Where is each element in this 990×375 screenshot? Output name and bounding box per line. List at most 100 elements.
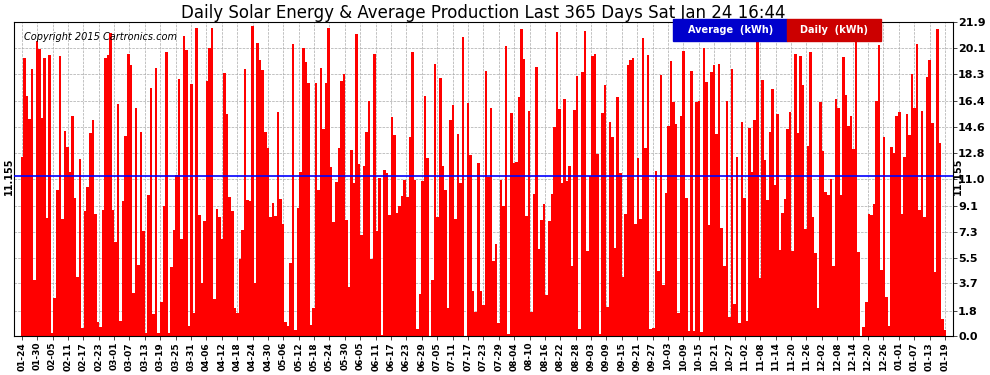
- Bar: [617, 98, 619, 336]
- Bar: [649, 329, 652, 336]
- Bar: [745, 321, 748, 336]
- Bar: [300, 172, 302, 336]
- Bar: [261, 70, 264, 336]
- Bar: [596, 154, 599, 336]
- Bar: [297, 209, 300, 336]
- Bar: [698, 101, 700, 336]
- Bar: [758, 278, 761, 336]
- Bar: [102, 210, 104, 336]
- Bar: [328, 28, 330, 336]
- Bar: [41, 118, 44, 336]
- Bar: [363, 166, 365, 336]
- Bar: [533, 194, 536, 336]
- Bar: [571, 266, 573, 336]
- Bar: [644, 148, 646, 336]
- Bar: [373, 54, 375, 336]
- Bar: [289, 263, 292, 336]
- Bar: [44, 58, 46, 336]
- Bar: [424, 96, 427, 336]
- Title: Daily Solar Energy & Average Production Last 365 Days Sat Jan 24 16:44: Daily Solar Energy & Average Production …: [181, 4, 786, 22]
- Bar: [495, 244, 497, 336]
- Bar: [586, 251, 589, 336]
- Bar: [510, 113, 513, 336]
- Bar: [143, 231, 145, 336]
- Bar: [716, 134, 718, 336]
- Bar: [320, 68, 323, 336]
- Bar: [305, 62, 307, 336]
- Bar: [259, 60, 261, 336]
- Bar: [28, 118, 31, 336]
- Bar: [673, 19, 787, 41]
- Bar: [642, 38, 644, 336]
- Bar: [852, 150, 855, 336]
- Bar: [505, 46, 508, 336]
- Bar: [807, 146, 809, 336]
- Bar: [271, 203, 274, 336]
- Bar: [703, 48, 705, 336]
- Bar: [117, 104, 120, 336]
- Bar: [132, 293, 135, 336]
- Bar: [901, 214, 903, 336]
- Bar: [99, 327, 102, 336]
- Bar: [383, 170, 386, 336]
- Bar: [63, 131, 66, 336]
- Bar: [213, 298, 216, 336]
- Bar: [365, 132, 368, 336]
- Bar: [627, 66, 630, 336]
- Bar: [396, 213, 398, 336]
- Bar: [550, 194, 553, 336]
- Bar: [172, 230, 175, 336]
- Bar: [23, 58, 26, 336]
- Bar: [208, 48, 211, 336]
- Bar: [219, 217, 221, 336]
- Bar: [911, 74, 913, 336]
- Bar: [175, 175, 178, 336]
- Bar: [880, 270, 883, 336]
- Bar: [883, 137, 885, 336]
- Bar: [97, 322, 99, 336]
- Bar: [791, 251, 794, 336]
- Bar: [612, 137, 614, 336]
- Bar: [685, 198, 687, 336]
- Bar: [355, 34, 357, 336]
- Bar: [409, 138, 411, 336]
- Bar: [786, 129, 789, 336]
- Bar: [893, 153, 896, 336]
- Bar: [312, 308, 315, 336]
- Bar: [541, 220, 543, 336]
- Bar: [576, 75, 578, 336]
- Bar: [804, 229, 807, 336]
- Bar: [781, 213, 784, 336]
- Bar: [421, 181, 424, 336]
- Bar: [188, 326, 190, 336]
- Bar: [919, 210, 921, 336]
- Bar: [404, 180, 406, 336]
- Bar: [832, 266, 835, 336]
- Bar: [609, 122, 612, 336]
- Bar: [906, 114, 908, 336]
- Bar: [492, 261, 495, 336]
- Bar: [446, 308, 449, 336]
- Bar: [256, 43, 259, 336]
- Bar: [323, 129, 325, 336]
- Bar: [49, 55, 50, 336]
- Bar: [630, 60, 632, 336]
- Bar: [776, 114, 779, 336]
- Bar: [713, 64, 716, 336]
- Text: 11.155: 11.155: [952, 158, 962, 195]
- Bar: [442, 166, 445, 336]
- Bar: [799, 56, 802, 336]
- Bar: [862, 327, 865, 336]
- Bar: [718, 64, 721, 336]
- Bar: [606, 307, 609, 336]
- Bar: [343, 74, 346, 336]
- Bar: [753, 120, 756, 336]
- Bar: [830, 178, 832, 336]
- Bar: [39, 49, 41, 336]
- Bar: [375, 231, 378, 336]
- Bar: [160, 302, 162, 336]
- Bar: [427, 158, 429, 336]
- Bar: [109, 33, 112, 336]
- Bar: [287, 326, 289, 336]
- Bar: [76, 277, 79, 336]
